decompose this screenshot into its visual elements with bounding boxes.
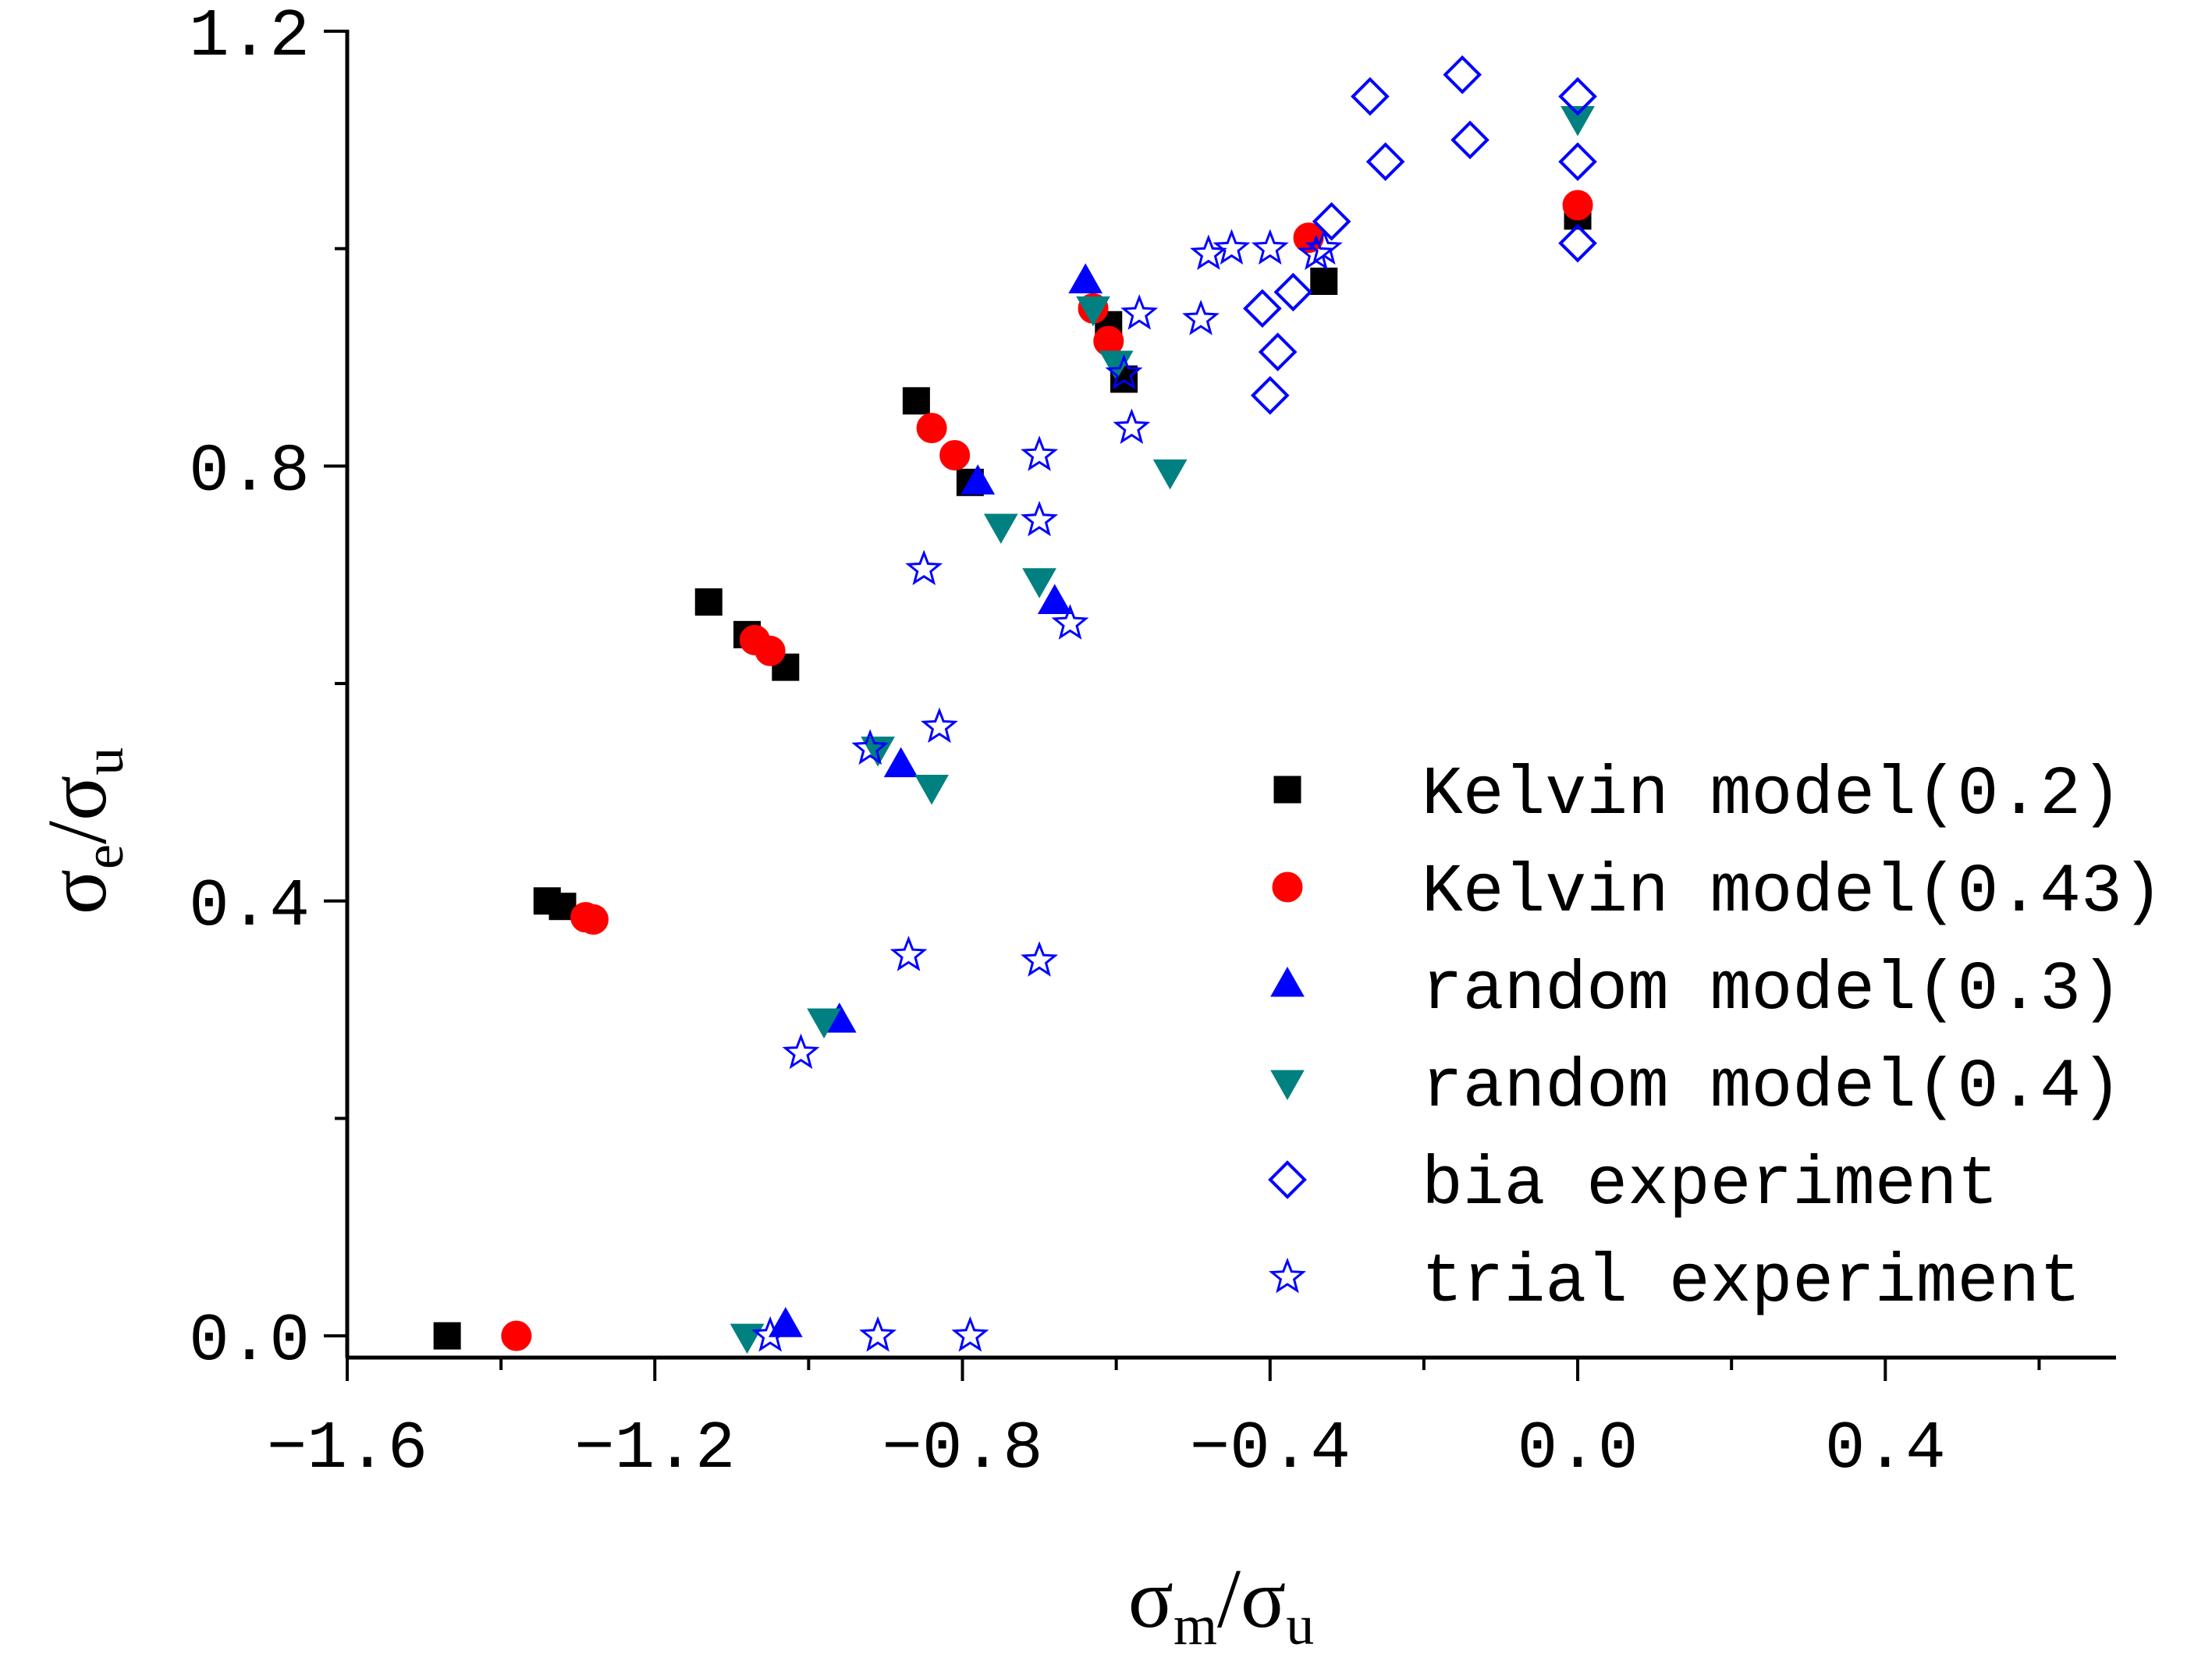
legend-marker-square [1273,776,1301,804]
data-point-circle [1293,222,1324,254]
data-point-circle [501,1320,532,1351]
data-point-diamond [1443,55,1482,94]
data-point-star [751,1315,790,1352]
data-point-star [1120,294,1159,330]
series-square [433,202,1592,1350]
data-point-diamond [1273,272,1313,312]
data-point-square [1310,267,1338,295]
data-point-triangle-down [807,1008,841,1039]
data-point-star [1297,234,1335,270]
data-point-star [1251,229,1289,265]
legend-label: bia experiment [1422,1147,1998,1224]
legend-label: random model(0.4) [1422,1049,2122,1127]
data-point-triangle-up [883,747,918,778]
x-tick-label: −0.4 [1190,1411,1351,1487]
data-point-circle [754,635,786,666]
data-point-star [1213,229,1251,265]
legend-marker-diamond [1268,1160,1307,1199]
data-point-star [782,1033,820,1070]
y-tick-label: 0.4 [189,868,310,945]
data-point-diamond [1351,76,1390,116]
data-point-diamond [1243,289,1282,328]
y-axis-title: σe/σu [31,747,135,914]
legend-label: Kelvin model(0.2) [1422,757,2122,834]
x-tick-label: −0.8 [882,1411,1042,1487]
legend-label: Kelvin model(0.43) [1422,854,2164,932]
data-point-diamond [1558,76,1597,116]
y-tick-label: 0.8 [189,433,310,509]
data-point-star [1021,500,1059,537]
data-point-diamond [1250,375,1290,415]
y-tick-label: 1.2 [189,0,310,75]
legend-marker-triangle-up [1270,966,1305,997]
series-star [751,229,1343,1352]
data-point-triangle-up [960,464,996,495]
data-point-star [1113,408,1151,444]
legend-label: trial experiment [1422,1244,2081,1322]
data-point-star [1021,941,1059,977]
legend-marker-triangle-down [1270,1070,1305,1101]
data-point-diamond [1558,223,1597,263]
data-point-star [1182,300,1220,335]
x-axis-title: σm/σu [1128,1553,1314,1656]
data-point-star [859,1315,897,1352]
legend-marker-circle [1272,872,1303,903]
data-point-square [694,588,723,616]
data-points [433,55,1597,1354]
data-point-triangle-down [983,513,1018,545]
data-point-star [851,729,889,765]
data-point-triangle-down [914,774,949,805]
data-point-triangle-down [730,1323,765,1354]
tick-labels: −1.6 −1.2 −0.8 −0.4 0.0 0.4 0.0 0.4 0.8 1.2 [189,0,1946,1487]
y-tick-label: 0.0 [189,1303,310,1379]
data-point-triangle-down [1560,105,1595,137]
data-point-triangle-up [1068,263,1103,293]
data-point-star [1021,435,1059,471]
data-point-circle [577,904,609,935]
data-point-circle [1562,190,1593,221]
tick-marks [324,30,2041,1381]
data-point-star [921,707,958,744]
data-point-diamond [1258,332,1298,371]
data-point-triangle-down [1022,568,1056,598]
legend: Kelvin model(0.2) Kelvin model(0.43) rando… [1268,757,2164,1322]
data-point-star [951,1315,989,1352]
data-point-diamond [1365,142,1405,182]
data-point-triangle-up [1037,584,1072,615]
series-circle [501,190,1593,1351]
x-tick-label: 0.0 [1518,1411,1639,1487]
x-tick-label: −1.6 [267,1411,428,1487]
data-point-diamond [1312,202,1351,241]
data-point-diamond [1558,142,1597,182]
axes [345,30,2116,1360]
x-tick-label: −1.2 [574,1411,735,1487]
legend-marker-star [1269,1257,1306,1294]
data-point-square [902,387,930,415]
data-point-star [1190,234,1227,270]
legend-label: random model(0.3) [1422,952,2122,1029]
data-point-square [433,1322,461,1350]
data-point-star [1105,353,1143,390]
data-point-circle [916,413,947,444]
data-point-circle [939,439,971,470]
series-diamond [1243,55,1597,415]
x-tick-label: 0.4 [1825,1411,1946,1487]
data-point-triangle-down [1152,459,1188,490]
data-point-star [905,549,943,586]
data-point-triangle-down [1076,296,1110,327]
data-point-star [1051,604,1089,640]
data-point-diamond [1450,120,1489,160]
data-point-star [889,935,928,971]
